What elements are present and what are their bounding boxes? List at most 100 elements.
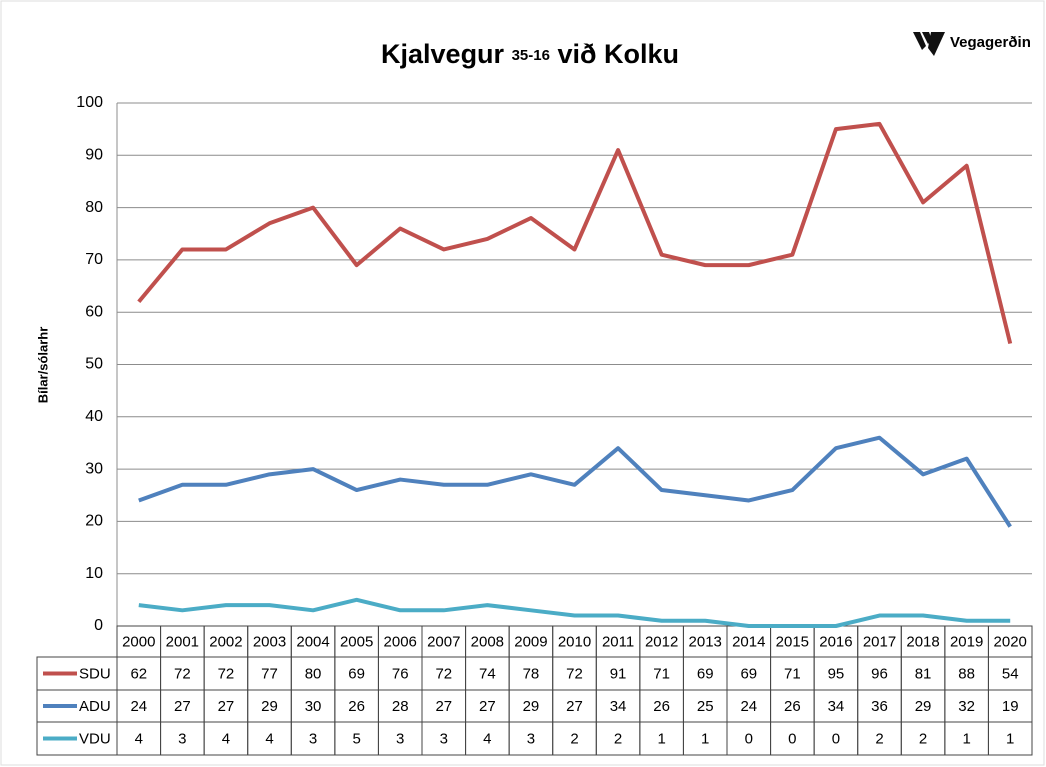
table-value: 1	[657, 730, 665, 747]
x-tick-label: 2017	[863, 633, 896, 650]
table-value: 25	[697, 698, 714, 715]
table-value: 74	[479, 665, 496, 682]
table-value: 26	[653, 698, 670, 715]
y-tick-label: 50	[85, 356, 103, 373]
table-value: 2	[614, 730, 622, 747]
y-tick-label: 100	[76, 94, 103, 111]
table-value: 27	[218, 698, 235, 715]
table-value: 27	[566, 698, 583, 715]
x-tick-label: 2013	[689, 633, 722, 650]
table-value: 28	[392, 698, 409, 715]
x-tick-label: 2006	[384, 633, 417, 650]
table-value: 5	[352, 730, 360, 747]
table-value: 71	[784, 665, 801, 682]
table-value: 26	[348, 698, 365, 715]
table-value: 69	[740, 665, 757, 682]
table-value: 24	[740, 698, 757, 715]
x-tick-label: 2020	[994, 633, 1027, 650]
x-tick-label: 2015	[776, 633, 809, 650]
title-sub: 35-16	[512, 47, 550, 64]
table-value: 76	[392, 665, 409, 682]
legend-label: ADU	[79, 698, 111, 715]
y-tick-label: 30	[85, 460, 103, 477]
table-value: 3	[178, 730, 186, 747]
series-line	[137, 121, 1013, 345]
table-value: 69	[697, 665, 714, 682]
table-value: 2	[919, 730, 927, 747]
y-tick-label: 20	[85, 513, 103, 530]
table-value: 69	[348, 665, 365, 682]
title-main: Kjalvegur	[381, 39, 505, 69]
x-tick-label: 2004	[296, 633, 329, 650]
table-value: 81	[915, 665, 932, 682]
x-tick-label: 2019	[950, 633, 983, 650]
legend-label: SDU	[79, 665, 111, 682]
y-tick-label: 0	[94, 617, 103, 634]
x-tick-label: 2002	[209, 633, 242, 650]
table-value: 3	[309, 730, 317, 747]
x-tick-label: 2001	[166, 633, 199, 650]
y-tick-label: 90	[85, 147, 103, 164]
table-value: 95	[828, 665, 845, 682]
table-value: 30	[305, 698, 322, 715]
logo-text: Vegagerðin	[950, 34, 1031, 51]
x-tick-label: 2011	[602, 633, 634, 650]
table-value: 72	[435, 665, 452, 682]
x-tick-label: 2018	[906, 633, 939, 650]
table-value: 72	[218, 665, 235, 682]
table-value: 62	[130, 665, 147, 682]
table-value: 36	[871, 698, 888, 715]
table-value: 4	[265, 730, 273, 747]
table-value: 3	[527, 730, 535, 747]
table-value: 29	[523, 698, 540, 715]
table-value: 4	[135, 730, 143, 747]
table-value: 4	[222, 730, 230, 747]
table-value: 29	[915, 698, 932, 715]
table-value: 77	[261, 665, 278, 682]
table-value: 88	[958, 665, 975, 682]
table-value: 1	[962, 730, 970, 747]
series-line	[138, 435, 1012, 528]
table-value: 72	[566, 665, 583, 682]
table-value: 72	[174, 665, 191, 682]
x-tick-label: 2016	[819, 633, 852, 650]
table-value: 3	[396, 730, 404, 747]
table-value: 24	[130, 698, 147, 715]
table-cell	[36, 721, 118, 756]
table-value: 2	[570, 730, 578, 747]
series-line	[138, 597, 1011, 628]
table-value: 1	[1006, 730, 1014, 747]
table-value: 78	[523, 665, 540, 682]
table-value: 80	[305, 665, 322, 682]
table-value: 27	[174, 698, 191, 715]
table-value: 0	[788, 730, 796, 747]
table-value: 0	[745, 730, 753, 747]
y-tick-label: 10	[85, 565, 103, 582]
table-value: 27	[435, 698, 452, 715]
x-tick-label: 2012	[645, 633, 678, 650]
table-value: 4	[483, 730, 491, 747]
chart-title: Kjalvegur 35-16 við Kolku	[381, 39, 679, 69]
y-tick-label: 70	[85, 251, 103, 268]
x-tick-label: 2008	[471, 633, 504, 650]
table-value: 26	[784, 698, 801, 715]
table-value: 96	[871, 665, 888, 682]
x-tick-label: 2014	[732, 633, 765, 650]
table-value: 27	[479, 698, 496, 715]
table-value: 91	[610, 665, 627, 682]
legend-label: VDU	[79, 730, 111, 747]
x-tick-label: 2009	[514, 633, 547, 650]
table-cell	[987, 721, 1033, 756]
table-value: 71	[653, 665, 670, 682]
table-value: 32	[958, 698, 975, 715]
x-tick-label: 2000	[122, 633, 155, 650]
table-value: 34	[610, 698, 627, 715]
y-axis-label: Bílar/sólarhr	[35, 327, 50, 404]
table-value: 29	[261, 698, 278, 715]
table-value: 19	[1002, 698, 1019, 715]
logo-icon	[913, 32, 945, 56]
table-value: 3	[440, 730, 448, 747]
table-value: 54	[1002, 665, 1019, 682]
